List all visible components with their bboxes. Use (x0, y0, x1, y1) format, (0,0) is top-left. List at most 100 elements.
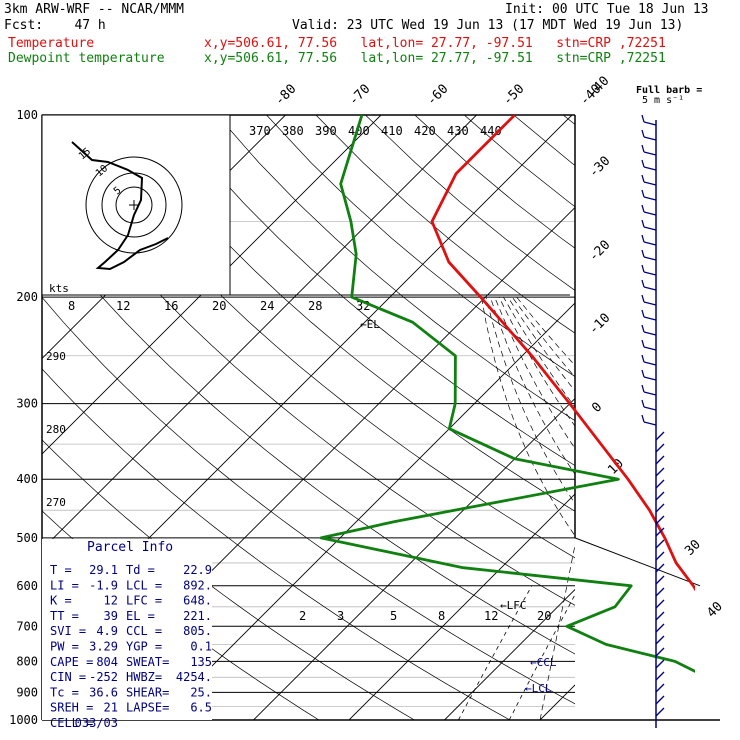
model-title: 3km ARW-WRF -- NCAR/MMM (4, 2, 185, 17)
wind-barb (643, 406, 657, 411)
wind-barb (641, 159, 645, 168)
wind-barb (643, 316, 657, 321)
dry-adiabat-line (42, 148, 575, 606)
hodograph-ring-label: 5 (112, 185, 124, 197)
dry-adiabat-line (562, 115, 575, 125)
dry-adiabat-line (662, 115, 740, 720)
wind-barb (643, 211, 657, 216)
wind-barb (643, 151, 657, 156)
temperature-tick-label: -10 (586, 311, 613, 338)
dry-adiabat-line (42, 223, 575, 655)
pressure-tick-label: 300 (16, 397, 38, 411)
parcel-value: 29.1 (89, 563, 118, 577)
wind-barb (641, 279, 645, 288)
theta-label: 410 (381, 124, 403, 138)
parcel-label: T = (50, 563, 72, 577)
mixing-ratio-line (577, 586, 644, 720)
pressure-tick-label: 500 (16, 531, 38, 545)
theta-label: 380 (282, 124, 304, 138)
wind-barb (643, 196, 657, 201)
dry-adiabat-line (117, 115, 575, 512)
isotherm-line (348, 493, 575, 720)
dry-adiabat-label: 290 (46, 350, 66, 363)
wind-barb (655, 539, 665, 549)
parcel-value: 39 (104, 609, 118, 623)
wind-barb (641, 204, 645, 213)
isotherm-line (253, 397, 575, 720)
parcel-label: PW = (50, 640, 79, 654)
moist-adiabat-line (481, 297, 575, 720)
parcel-label: Td = (126, 563, 155, 577)
wind-barb (641, 384, 645, 393)
parcel-value: 12 (104, 594, 118, 608)
hodograph-speed-label: 28 (308, 299, 322, 313)
pressure-tick-label: 900 (16, 685, 38, 699)
wind-barb (655, 491, 665, 501)
wind-barb (655, 599, 665, 609)
frame-skew (574, 537, 701, 587)
parcel-value: 6.5 (190, 701, 212, 715)
wind-barb (641, 249, 645, 258)
upper-temperature-tick-label: -50 (500, 82, 527, 109)
dewpoint-series-line (319, 115, 695, 673)
upper-temperature-tick-label: -60 (424, 82, 451, 109)
pressure-tick-label: 400 (16, 472, 38, 486)
wind-barb (655, 467, 665, 477)
hodograph-speed-label: 24 (260, 299, 274, 313)
parcel-value: 033/03 (75, 716, 118, 730)
parcel-value: 4254. (176, 670, 212, 684)
hodograph-trace (71, 141, 169, 271)
wind-barb (641, 129, 645, 138)
wind-barb (641, 264, 645, 273)
mixing-ratio-label: 2 (299, 609, 306, 623)
wind-barb (655, 575, 665, 585)
temperature-tick-label: 40 (704, 599, 726, 621)
temperature-location: x,y=506.61, 77.56 lat,lon= 27.77, -97.51… (204, 36, 666, 51)
parcel-label: K = (50, 594, 72, 608)
dry-adiabat-label: 270 (46, 496, 66, 509)
mixing-ratio-label: 20 (537, 609, 551, 623)
hodograph-ring (115, 186, 153, 224)
dewpoint-legend: Dewpoint temperature (8, 51, 165, 66)
pressure-tick-label: 800 (16, 654, 38, 668)
hodograph-speed-label: 20 (212, 299, 226, 313)
theta-label: 420 (414, 124, 436, 138)
lfc-marker: ←LFC (500, 599, 527, 612)
wind-barb (643, 121, 657, 126)
parcel-value: 22.9 (183, 563, 212, 577)
hodograph (41, 114, 570, 296)
wind-barb (643, 181, 657, 186)
soundings (319, 115, 695, 673)
barb-title-unit: 5 m s⁻¹ (642, 95, 684, 106)
hodograph-ring (85, 156, 183, 254)
dry-adiabat-line (365, 115, 575, 291)
pressure-tick-label: 700 (16, 619, 38, 633)
pressure-tick-label: 600 (16, 579, 38, 593)
moist-adiabat-line (498, 296, 575, 427)
dry-adiabat-line (711, 115, 740, 720)
wind-barb (643, 361, 657, 366)
el-marker: ←EL (360, 318, 380, 331)
parcel-label: CCL = (126, 624, 162, 638)
parcel-value: 4.9 (96, 624, 118, 638)
wind-barb (641, 174, 645, 183)
parcel-label: YGP = (126, 640, 162, 654)
wind-barb (641, 369, 645, 378)
wind-barb (655, 479, 665, 489)
theta-label: 430 (447, 124, 469, 138)
parcel-info-title: Parcel Info (87, 540, 173, 555)
wind-barb (641, 414, 645, 423)
wind-barb (643, 241, 657, 246)
lcl-marker: ←LCL (525, 682, 552, 695)
temperature-legend: Temperature (8, 36, 95, 51)
parcel-label: Tc = (50, 685, 79, 699)
mixing-ratio-line (508, 593, 575, 720)
dry-adiabat-line (42, 368, 511, 720)
wind-barb (641, 339, 645, 348)
wind-barb (655, 659, 665, 669)
ccl-marker: ←CCL (530, 656, 557, 669)
wind-barb (643, 346, 657, 351)
parcel-label: CELL = (50, 716, 93, 730)
wind-barb (641, 234, 645, 243)
parcel-label: SREH = (50, 701, 93, 715)
